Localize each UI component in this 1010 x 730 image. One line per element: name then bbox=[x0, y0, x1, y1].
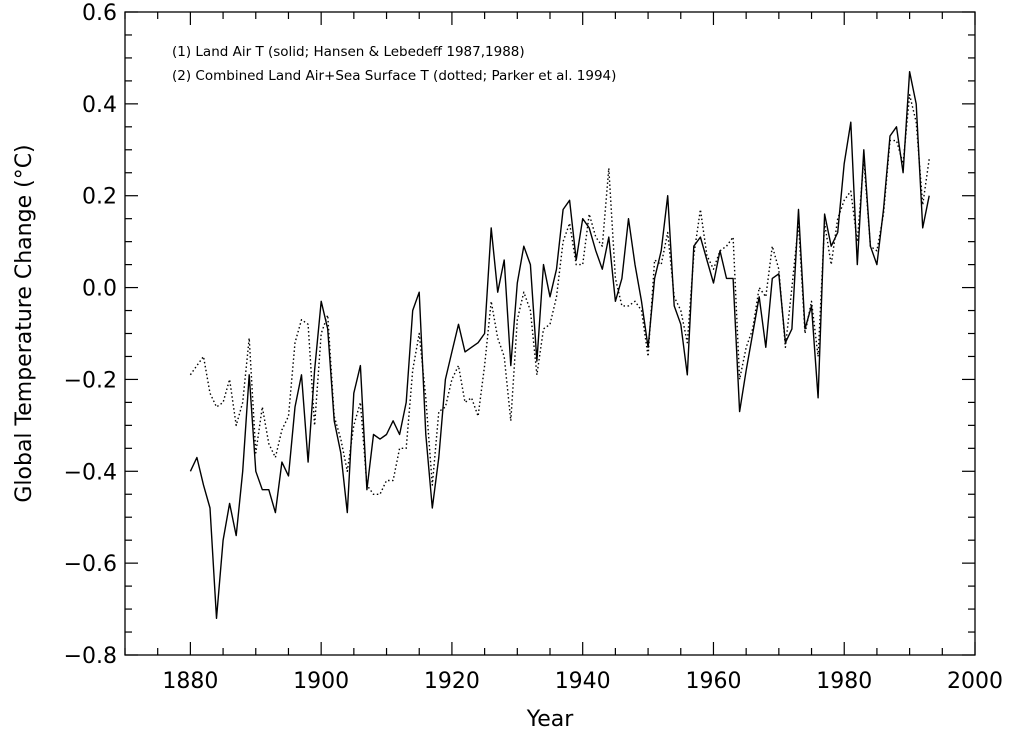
y-tick-label: −0.6 bbox=[64, 552, 117, 577]
x-tick-label: 1880 bbox=[162, 669, 218, 694]
y-tick-label: 0.4 bbox=[82, 93, 117, 118]
y-tick-label: −0.8 bbox=[64, 644, 117, 669]
series-combined bbox=[189, 93, 930, 495]
x-tick-label: 2000 bbox=[947, 669, 1003, 694]
legend-entry-land-air: (1) Land Air T (solid; Hansen & Lebedeff… bbox=[172, 44, 525, 60]
y-tick-label: 0.0 bbox=[82, 277, 117, 302]
x-tick-label: 1900 bbox=[293, 669, 349, 694]
x-axis-title: Year bbox=[526, 707, 575, 730]
y-tick-label: −0.4 bbox=[64, 460, 117, 485]
series-line-dotted bbox=[189, 93, 930, 495]
x-tick-label: 1920 bbox=[424, 669, 480, 694]
y-axis-title: Global Temperature Change (°C) bbox=[12, 144, 37, 502]
plot-frame bbox=[124, 11, 976, 656]
axis-ticks: 1880 1900 1920 1940 1960 1980 2000 −0.8 −0.6 −0.4… bbox=[64, 1, 1003, 694]
y-tick-label: 0.2 bbox=[82, 185, 117, 210]
series-land-air bbox=[189, 70, 930, 619]
x-tick-label: 1980 bbox=[816, 669, 872, 694]
y-tick-label: 0.6 bbox=[82, 1, 117, 26]
x-tick-label: 1940 bbox=[555, 669, 611, 694]
series-layer bbox=[189, 70, 930, 619]
y-tick-label: −0.2 bbox=[64, 368, 117, 393]
x-tick-label: 1960 bbox=[685, 669, 741, 694]
legend-entry-combined: (2) Combined Land Air+Sea Surface T (dot… bbox=[172, 68, 616, 84]
plot-area bbox=[124, 11, 976, 656]
series-line-solid bbox=[189, 70, 930, 619]
